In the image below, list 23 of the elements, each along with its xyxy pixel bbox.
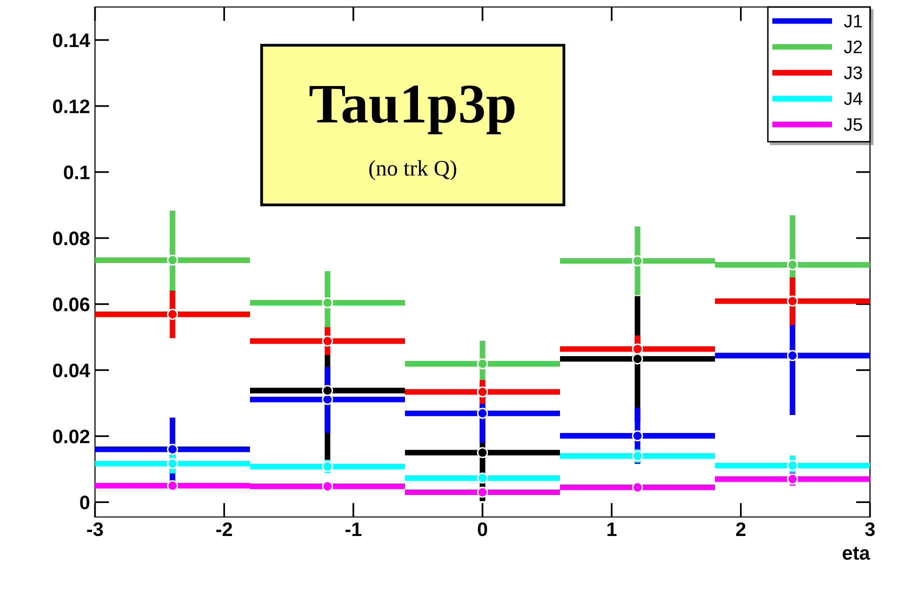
y-tick-label: 0.02 [53,430,90,444]
y-tick-label: 0.08 [53,232,90,246]
annotation: (no trk Q) [369,160,456,180]
x-tick-label: -2 [216,522,232,536]
x-tick-label: 2 [736,522,746,536]
legend-label: J1 [844,14,862,28]
y-tick-label: 0.14 [53,33,90,48]
y-tick-label: 0.1 [64,166,90,180]
y-tick-label: 0.06 [53,298,90,312]
x-tick-label: -3 [87,522,103,536]
y-tick-label: 0 [80,496,90,510]
legend-label: J5 [844,118,862,131]
x-tick-label: 1 [607,522,617,536]
y-tick-label: 0.04 [53,364,90,378]
x-tick-label: 3 [865,522,875,536]
legend-label: J3 [844,66,862,80]
x-tick-label: 0 [478,522,488,536]
x-tick-label: -1 [345,522,362,536]
legend-label: J2 [844,40,862,54]
legend-label: J4 [844,92,862,106]
y-tick-label: 0.12 [53,99,90,114]
annotation: Tau1p3p [310,86,515,134]
x-axis-title: eta [842,546,870,560]
